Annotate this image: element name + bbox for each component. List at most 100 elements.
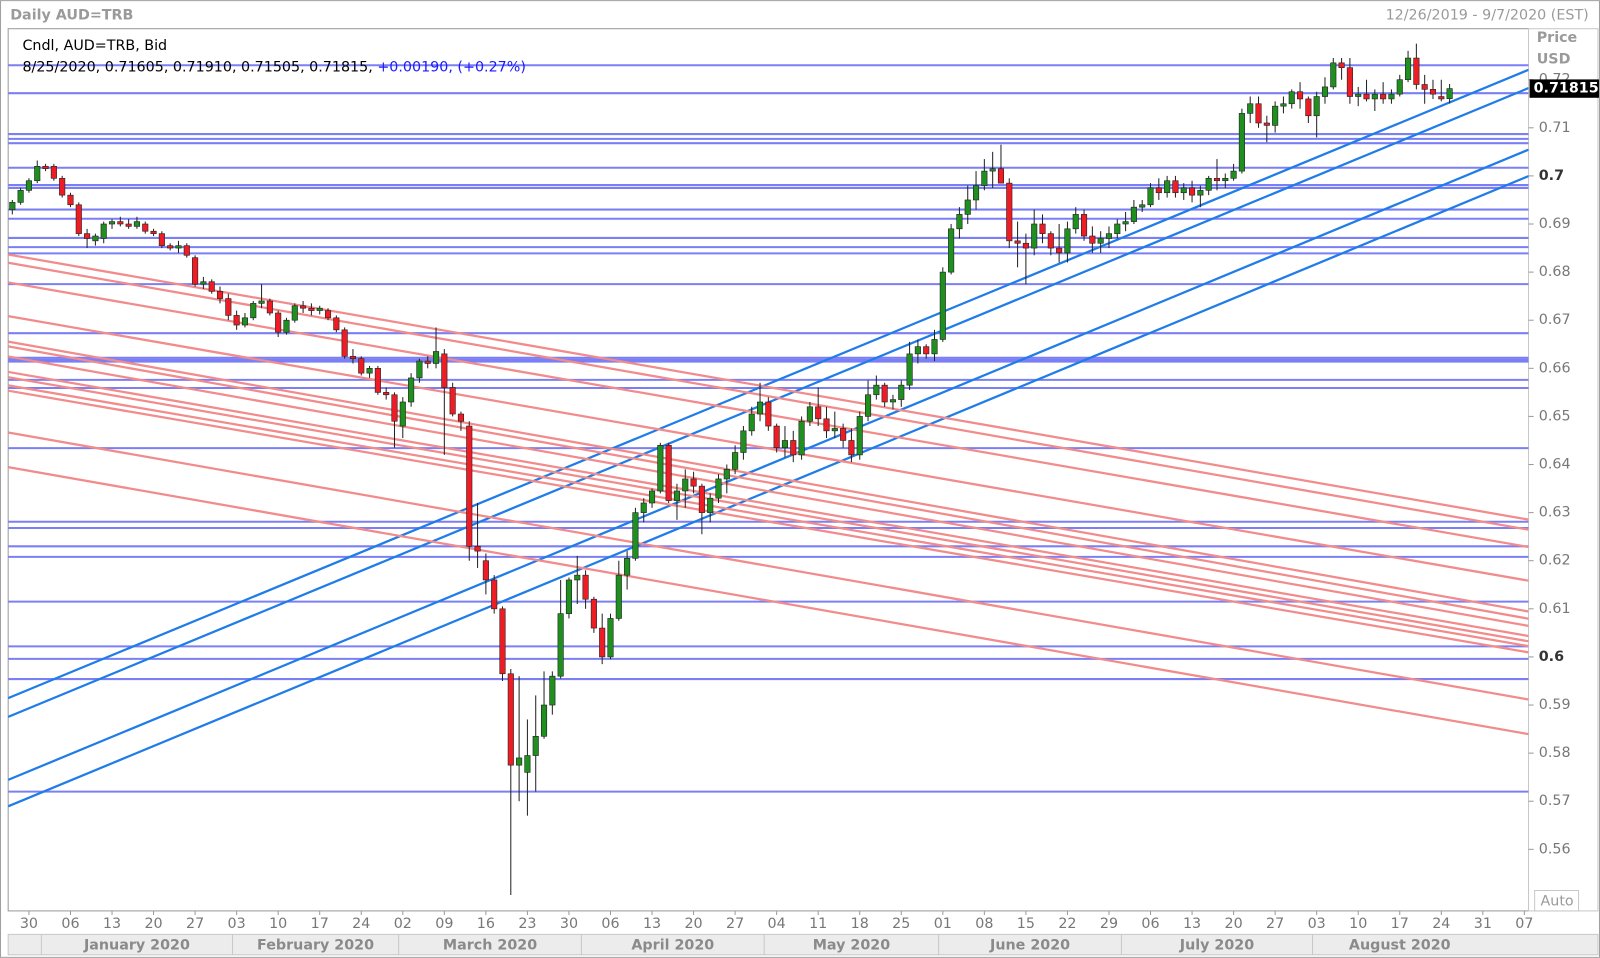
candle-body [1371, 93, 1378, 100]
candle-body [939, 271, 946, 340]
x-tick-label: 13 [1183, 916, 1201, 932]
x-tick-label: 15 [1017, 916, 1035, 932]
y-tick-label: 0.65 [1539, 408, 1571, 424]
candle-body [565, 579, 573, 614]
candle-body [117, 221, 124, 225]
candle-body [1081, 214, 1088, 237]
candle-body [457, 413, 465, 422]
x-tick-label: 13 [643, 916, 661, 932]
candle-body [42, 165, 49, 169]
candle-body [358, 358, 365, 374]
candle-body [690, 478, 697, 487]
x-tick-label: 10 [269, 916, 287, 932]
candle-body [324, 310, 332, 319]
candle-body [1238, 113, 1245, 172]
legend-change: +0.00190, (+0.27%) [377, 60, 526, 76]
y-tick-label: 0.58 [1539, 745, 1571, 761]
candle-body [1305, 98, 1312, 117]
trend-line [8, 431, 1529, 701]
candle-body [682, 478, 689, 492]
candle-body [1097, 238, 1104, 244]
candle-body [183, 245, 190, 256]
candle-body [150, 230, 157, 234]
candle-body [931, 339, 938, 355]
x-tick-label: 24 [352, 916, 370, 932]
candle-body [1164, 180, 1171, 194]
scale-mode-box[interactable] [1534, 889, 1580, 912]
candle-body [316, 307, 323, 311]
x-tick-label: 20 [144, 916, 162, 932]
legend-ohlc: 8/25/2020, 0.71605, 0.71910, 0.71505, 0.… [22, 60, 372, 76]
candle-body [1330, 62, 1337, 88]
candle-body [241, 317, 248, 326]
candle-body [275, 312, 282, 333]
candle-body [864, 394, 872, 417]
y-label: Price [1537, 30, 1578, 46]
legend-title: Cndl, AUD=TRB, Bid [22, 38, 167, 54]
x-tick-label: 25 [892, 916, 910, 932]
trend-line [8, 345, 1529, 620]
x-tick-label: 09 [435, 916, 453, 932]
candle-body [1272, 105, 1279, 126]
x-tick-label: 20 [1224, 916, 1242, 932]
y-tick-label: 0.63 [1539, 505, 1571, 521]
month-label: January 2020 [83, 938, 190, 954]
candle-body [765, 401, 772, 427]
candle-body [1105, 233, 1113, 239]
candle-body [923, 346, 930, 355]
candle-body [1147, 187, 1154, 206]
candle-body [574, 574, 581, 581]
last-price-label: 0.71815 [1534, 81, 1599, 97]
candle-body [557, 613, 564, 677]
y-unit: USD [1537, 51, 1571, 67]
x-tick-label: 17 [311, 916, 329, 932]
candle-body [657, 444, 664, 492]
candle-body [1180, 187, 1187, 194]
candle-body [424, 360, 431, 364]
trend-line [8, 370, 1529, 638]
month-axis [7, 933, 1599, 956]
candle-body [1047, 233, 1054, 249]
candle-body [798, 420, 805, 456]
candle-body [441, 353, 448, 388]
candle-body [383, 392, 390, 396]
candle-body [516, 757, 523, 766]
month-label: July 2020 [1179, 938, 1254, 954]
candle-body [250, 303, 257, 319]
x-tick-label: 27 [1266, 916, 1284, 932]
candle-body [208, 281, 215, 292]
x-tick-label: 06 [1141, 916, 1159, 932]
candle-body [773, 425, 780, 448]
candle-body [1338, 62, 1345, 68]
candle-body [889, 399, 897, 403]
candle-body [25, 180, 32, 191]
candle-body [997, 168, 1005, 184]
y-tick-label: 0.69 [1539, 216, 1571, 232]
scale-mode[interactable]: Auto [1541, 894, 1574, 910]
candle-body [333, 317, 340, 331]
last-price-box [1529, 79, 1599, 98]
candle-body [308, 307, 315, 311]
candle-body [956, 214, 963, 230]
date-axis [8, 912, 1598, 934]
month-label: June 2020 [989, 938, 1070, 954]
x-tick-label: 06 [601, 916, 619, 932]
candle-body [740, 430, 747, 453]
candle-body [233, 315, 240, 326]
x-tick-label: 13 [103, 916, 121, 932]
candle-body [1388, 93, 1395, 100]
candle-body [790, 440, 797, 456]
x-tick-label: 20 [684, 916, 702, 932]
axes: 0.56 0.57 0.58 0.59 0.6 0.61 0.62 0.63 0.64 0.65 0… [20, 72, 1599, 955]
candle-body [856, 416, 863, 456]
candle-body [92, 235, 99, 242]
candle-body [349, 355, 356, 360]
candle-body [1014, 240, 1021, 244]
candle-body [1089, 235, 1096, 244]
candle-body [848, 440, 855, 456]
candle-body [914, 346, 921, 355]
x-tick-label: 07 [1515, 916, 1533, 932]
candle-body [1413, 57, 1420, 85]
